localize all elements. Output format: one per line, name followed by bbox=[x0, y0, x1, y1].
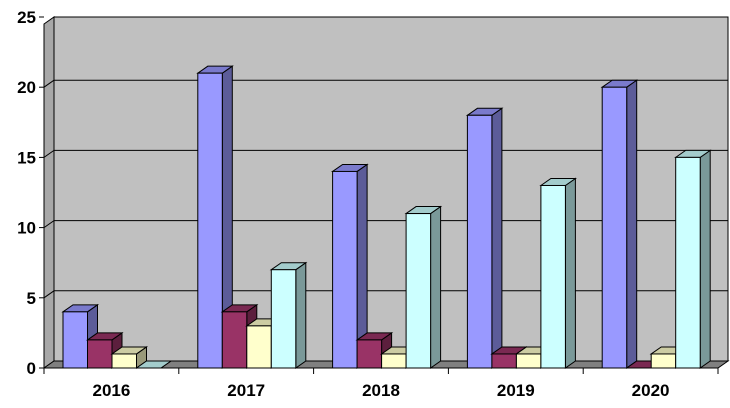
y-tick-label: 20 bbox=[17, 78, 36, 97]
x-tick-label: 2019 bbox=[497, 381, 535, 400]
gridline bbox=[43, 290, 55, 299]
bar bbox=[381, 353, 407, 369]
bar bbox=[332, 170, 358, 369]
bar-side bbox=[699, 149, 711, 369]
y-tick-label: 5 bbox=[27, 289, 36, 308]
bar-side bbox=[564, 177, 576, 369]
bar bbox=[540, 184, 566, 369]
bar bbox=[62, 311, 88, 369]
y-tick-label: 25 bbox=[17, 8, 36, 27]
side-wall bbox=[43, 16, 55, 369]
bar bbox=[601, 86, 628, 369]
bar-side bbox=[430, 205, 442, 369]
x-tick-label: 2018 bbox=[362, 381, 400, 400]
y-tick-label: 15 bbox=[17, 148, 36, 167]
y-tick-label: 0 bbox=[27, 359, 36, 378]
bar bbox=[197, 72, 223, 369]
gridline bbox=[43, 149, 55, 158]
bar bbox=[515, 353, 542, 369]
bar-side bbox=[295, 261, 307, 369]
bar-side bbox=[626, 79, 638, 369]
bar bbox=[270, 269, 297, 369]
bar bbox=[111, 353, 137, 369]
bar bbox=[246, 325, 272, 369]
y-tick-label: 10 bbox=[17, 219, 36, 238]
bar bbox=[221, 311, 248, 369]
x-tick-label: 2016 bbox=[92, 381, 130, 400]
gridline bbox=[43, 79, 55, 88]
x-tick-label: 2020 bbox=[632, 381, 670, 400]
bar bbox=[466, 114, 493, 369]
bar-side bbox=[491, 107, 503, 369]
bar bbox=[405, 213, 432, 369]
bar-top bbox=[134, 360, 173, 369]
bar bbox=[491, 353, 517, 369]
bar bbox=[87, 339, 113, 369]
x-tick-label: 2017 bbox=[227, 381, 265, 400]
bar bbox=[675, 156, 701, 369]
bar bbox=[356, 339, 383, 369]
gridline bbox=[43, 220, 55, 229]
bar bbox=[650, 353, 677, 369]
